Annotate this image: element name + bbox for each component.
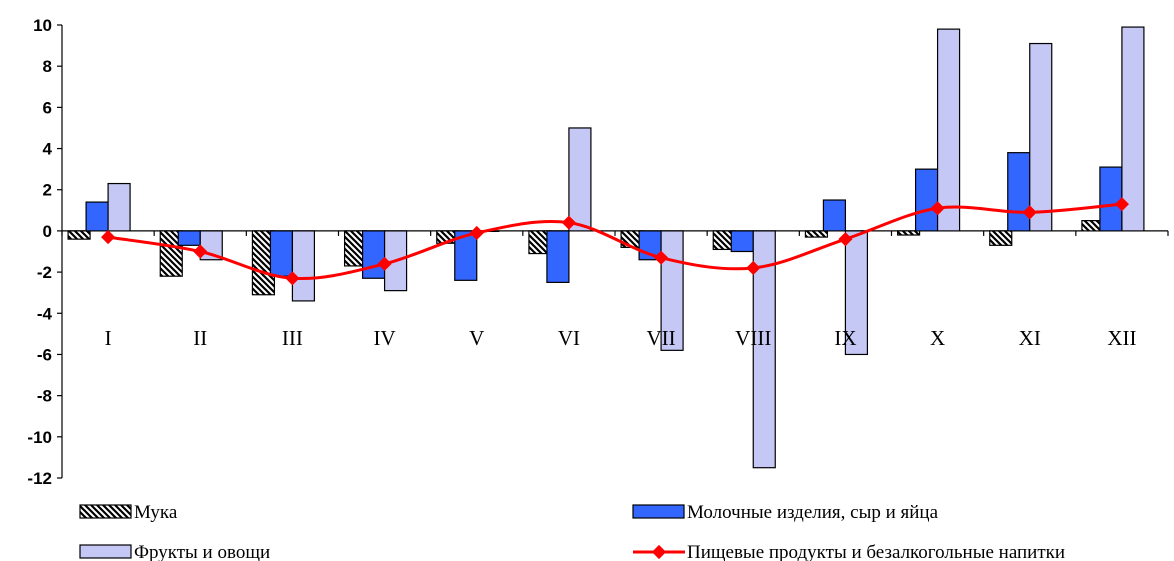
bar-series-2-V: [454, 230, 478, 281]
x-tick-label: VI: [558, 326, 580, 350]
x-tick-label: II: [193, 326, 207, 350]
legend-swatch-2: [632, 504, 685, 519]
legend-label-4: Пищевые продукты и безалкогольные напитк…: [687, 542, 1065, 561]
x-tick-label: XII: [1107, 326, 1136, 350]
y-tick-label: -4: [37, 304, 53, 323]
x-tick-label: IX: [834, 326, 856, 350]
x-tick-label: XI: [1019, 326, 1041, 350]
y-tick-label: 4: [43, 140, 53, 159]
bar-series-2-IV: [361, 230, 386, 279]
x-tick-label: I: [105, 326, 112, 350]
line-marker-VI: [561, 215, 576, 230]
legend-label-1: Мука: [134, 502, 178, 523]
bar-series-2-I: [85, 201, 109, 232]
x-tick-labels: I II III IV V VI VII VIII IX X XI XII: [105, 326, 1137, 350]
legend-label-3: Фрукты и овощи: [134, 542, 270, 561]
bar-series-1-XI: [989, 230, 1013, 246]
bars: [67, 26, 1145, 469]
x-tick-label: IV: [373, 326, 395, 350]
line-marker-I: [101, 230, 116, 245]
bar-series-2-X: [914, 168, 939, 232]
line-marker-IV: [377, 256, 392, 271]
line-marker-II: [193, 244, 208, 259]
bar-series-2-VIII: [730, 230, 754, 253]
bar-series-2-IX: [822, 199, 847, 232]
x-tick-label: VIII: [735, 326, 771, 350]
y-tick-label: 6: [43, 98, 52, 117]
y-tick-labels: 10 8 6 4 2 0 -2 -4 -6 -8 -10 -12: [27, 16, 52, 488]
y-tick-label: -6: [37, 345, 52, 364]
bar-series-2-XII: [1099, 166, 1123, 232]
bar-series-3-XI: [1029, 42, 1053, 232]
bar-series-3-IX: [844, 230, 869, 356]
line-path: [107, 202, 1123, 281]
x-tick-label: X: [930, 326, 945, 350]
line-marker-VIII: [746, 260, 761, 276]
legend: Мука Молочные изделия, сыр и яйца Фрукты и…: [79, 502, 1065, 561]
bar-series-2-VI: [546, 230, 570, 283]
y-tick-label: -2: [37, 263, 52, 282]
bar-series-1-I: [67, 230, 91, 240]
legend-label-2: Молочные изделия, сыр и яйца: [687, 502, 939, 523]
y-tick-label: 10: [33, 16, 52, 35]
line-series: [101, 197, 1129, 286]
bar-series-1-IX: [804, 230, 829, 238]
x-tick-label: V: [469, 326, 484, 350]
bar-series-3-XII: [1121, 26, 1145, 232]
y-tick-label: 8: [43, 57, 52, 76]
y-tick-label: -10: [27, 428, 52, 447]
line-marker-X: [930, 201, 945, 216]
bar-series-1-X: [896, 230, 921, 236]
line-marker-IX: [838, 232, 853, 247]
bar-series-1-II: [159, 230, 183, 277]
legend-swatch-1: [79, 504, 132, 519]
line-marker-VII: [654, 250, 669, 265]
x-tick-label: III: [282, 326, 303, 350]
line-marker-XII: [1114, 197, 1129, 212]
y-tick-label: 0: [43, 222, 52, 241]
line-marker-III: [285, 271, 300, 286]
bar-series-3-X: [936, 28, 961, 232]
x-tick-label: VII: [647, 326, 676, 350]
y-tick-label: -8: [37, 387, 52, 406]
axes: [57, 24, 1169, 479]
legend-swatch-marker: [651, 544, 667, 560]
bar-series-3-VI: [568, 127, 592, 232]
bar-series-2-II: [177, 230, 201, 246]
line-marker-XI: [1022, 205, 1037, 220]
bar-series-3-I: [107, 182, 131, 232]
bar-series-3-III: [291, 230, 316, 302]
line-marker-V: [469, 225, 484, 241]
y-tick-label: 2: [43, 181, 52, 200]
bar-series-2-XI: [1007, 152, 1031, 232]
bar-series-3-VIII: [752, 230, 776, 469]
bar-series-2-III: [269, 230, 294, 277]
y-tick-label: -12: [27, 469, 52, 488]
legend-swatch-3: [79, 544, 132, 559]
